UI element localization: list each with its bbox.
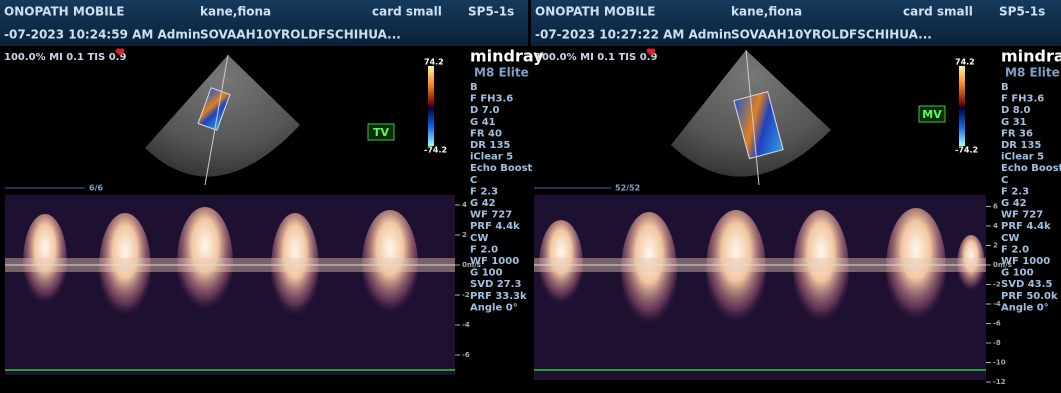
setting: Angle 0° bbox=[470, 302, 518, 313]
setting: Echo Boost bbox=[470, 163, 533, 174]
setting: CW bbox=[470, 233, 488, 244]
scale-label: -2 bbox=[993, 281, 1001, 289]
scale-label: 2 bbox=[462, 231, 467, 239]
setting: FR 40 bbox=[470, 128, 502, 139]
view-label: MV bbox=[922, 108, 942, 121]
probe: SP5-1s bbox=[468, 5, 514, 19]
setting: G 42 bbox=[470, 198, 496, 209]
setting: Echo Boost bbox=[1001, 163, 1061, 174]
setting: G 100 bbox=[470, 268, 503, 279]
colorbar-max: 74.2 bbox=[955, 58, 975, 67]
setting: C bbox=[470, 175, 477, 186]
datetime: -07-2023 10:27:22 AM Admin bbox=[535, 28, 732, 42]
setting: DR 135 bbox=[470, 140, 510, 151]
colorbar-min: -74.2 bbox=[424, 146, 447, 155]
setting: WF 727 bbox=[1001, 210, 1043, 221]
setting: G 42 bbox=[1001, 198, 1027, 209]
setting: G 31 bbox=[1001, 117, 1027, 128]
scale-label: 4 bbox=[462, 201, 467, 209]
setting: PRF 4.4k bbox=[1001, 221, 1051, 232]
preset: card small bbox=[372, 5, 442, 19]
datetime: -07-2023 10:24:59 AM Admin bbox=[4, 28, 201, 42]
patient-id: SOVAAH10YROLDFSCHIHUA... bbox=[731, 28, 932, 42]
setting: D 8.0 bbox=[1001, 105, 1031, 116]
setting: PRF 50.0k bbox=[1001, 291, 1058, 302]
scale-label: 6 bbox=[993, 203, 998, 211]
setting: F 2.3 bbox=[1001, 186, 1029, 197]
scale-label: 0m/s bbox=[993, 261, 1012, 269]
setting: PRF 33.3k bbox=[470, 291, 527, 302]
screen: ONOPATH MOBILE kane,fiona card small SP5-1s… bbox=[0, 0, 1061, 393]
scale-label: -2 bbox=[462, 291, 470, 299]
scale-label: 0m/s bbox=[462, 261, 481, 269]
model: M8 Elite bbox=[474, 66, 529, 80]
device-name: ONOPATH MOBILE bbox=[4, 5, 125, 19]
color-bar bbox=[959, 66, 965, 146]
setting: D 7.0 bbox=[470, 105, 500, 116]
brand: mindray bbox=[1001, 47, 1061, 66]
scale-label: -4 bbox=[462, 321, 470, 329]
setting: iClear 5 bbox=[1001, 152, 1044, 163]
setting: B bbox=[1001, 82, 1009, 93]
view-label: TV bbox=[373, 126, 390, 139]
brand: mindray bbox=[470, 47, 544, 66]
setting: F FH3.6 bbox=[1001, 94, 1044, 105]
frame-counter: 6/6 bbox=[89, 184, 103, 193]
setting: WF 727 bbox=[470, 210, 512, 221]
preset: card small bbox=[903, 5, 973, 19]
status: 100.0% MI 0.1 TIS 0.9 bbox=[535, 52, 657, 63]
scale-label: 4 bbox=[993, 222, 998, 230]
setting: FR 36 bbox=[1001, 128, 1033, 139]
scale-label: -4 bbox=[993, 300, 1001, 308]
user-name: kane,fiona bbox=[731, 5, 802, 19]
panel: ONOPATH MOBILE kane,fiona card small SP5-1s… bbox=[531, 0, 1061, 386]
setting: F FH3.6 bbox=[470, 94, 513, 105]
patient-id: SOVAAH10YROLDFSCHIHUA... bbox=[200, 28, 401, 42]
scale-label: -10 bbox=[993, 359, 1006, 367]
setting: SVD 43.5 bbox=[1001, 279, 1052, 290]
scale-label: 2 bbox=[993, 242, 998, 250]
status: 100.0% MI 0.1 TIS 0.9 bbox=[4, 52, 126, 63]
setting: C bbox=[1001, 175, 1008, 186]
setting: CW bbox=[1001, 233, 1019, 244]
setting: Angle 0° bbox=[1001, 302, 1049, 313]
colorbar-min: -74.2 bbox=[955, 146, 978, 155]
color-bar bbox=[428, 66, 434, 146]
setting: SVD 27.3 bbox=[470, 279, 521, 290]
colorbar-max: 74.2 bbox=[424, 58, 444, 67]
setting: G 41 bbox=[470, 117, 496, 128]
scale-label: -6 bbox=[993, 320, 1001, 328]
setting: PRF 4.4k bbox=[470, 221, 520, 232]
setting: G 100 bbox=[1001, 268, 1034, 279]
setting: F 2.3 bbox=[470, 186, 498, 197]
scale-label: -8 bbox=[993, 339, 1001, 347]
device-name: ONOPATH MOBILE bbox=[535, 5, 656, 19]
page: ONOPATH MOBILE kane,fiona card small SP5-1s… bbox=[0, 0, 1061, 393]
setting: B bbox=[470, 82, 478, 93]
setting: iClear 5 bbox=[470, 152, 513, 163]
scale-label: -6 bbox=[462, 351, 470, 359]
setting: F 2.0 bbox=[470, 244, 498, 255]
probe: SP5-1s bbox=[999, 5, 1045, 19]
model: M8 Elite bbox=[1005, 66, 1060, 80]
setting: DR 135 bbox=[1001, 140, 1041, 151]
panel: ONOPATH MOBILE kane,fiona card small SP5-1s… bbox=[0, 0, 544, 375]
frame-counter: 52/52 bbox=[615, 184, 640, 193]
user-name: kane,fiona bbox=[200, 5, 271, 19]
setting: F 2.0 bbox=[1001, 244, 1029, 255]
scale-label: -12 bbox=[993, 378, 1006, 386]
